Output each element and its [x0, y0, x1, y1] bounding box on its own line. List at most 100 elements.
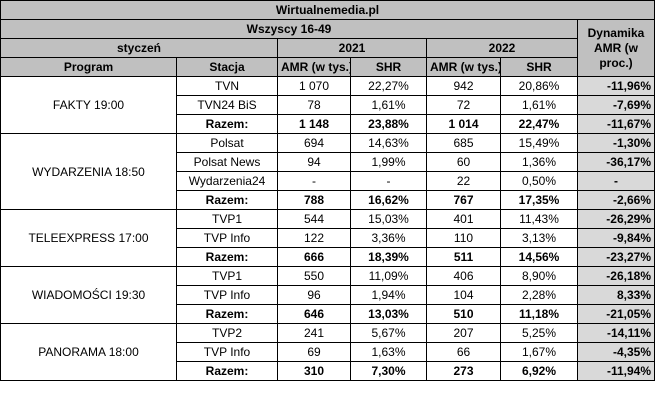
amr-2021-cell: 646 [277, 304, 351, 324]
station-cell: TVP1 [176, 266, 278, 286]
amr-2022-cell: 273 [426, 361, 501, 381]
dynamics-cell: 8,33% [577, 285, 655, 305]
amr-2021-cell: 1 148 [277, 114, 351, 134]
shr-2022-cell: 15,49% [500, 133, 578, 153]
shr-2021-cell: 13,03% [350, 304, 427, 324]
shr-2021-cell: 1,94% [350, 285, 427, 305]
dynamics-cell: -26,18% [577, 266, 655, 286]
table-row: TELEEXPRESS 17:00 TVP1 544 15,03% 401 11,43% -… [0, 209, 655, 267]
table-subtitle: Wszyscy 16-49 [0, 19, 578, 39]
amr-2021-column-header: AMR (w tys.) [277, 57, 351, 77]
station-cell: Razem: [176, 114, 278, 134]
dynamics-cell: -36,17% [577, 152, 655, 172]
shr-2021-column-header: SHR [350, 57, 427, 77]
amr-2021-cell: 96 [277, 285, 351, 305]
amr-2022-cell: 942 [426, 76, 501, 96]
shr-2022-cell: 6,92% [500, 361, 578, 381]
shr-2022-cell: 3,13% [500, 228, 578, 248]
shr-2021-cell: 11,09% [350, 266, 427, 286]
station-cell: TVP Info [176, 342, 278, 362]
dynamics-cell: -1,30% [577, 133, 655, 153]
amr-2021-cell: 78 [277, 95, 351, 115]
shr-2021-cell: 23,88% [350, 114, 427, 134]
table-row: TVP Info 96 1,94% 104 2,28% 8,33% [1, 285, 655, 305]
shr-2022-cell: 1,61% [500, 95, 578, 115]
shr-2022-cell: 2,28% [500, 285, 578, 305]
dynamics-cell: -11,67% [577, 114, 655, 134]
station-cell: TVP Info [176, 285, 278, 305]
amr-2021-cell: 544 [277, 209, 351, 229]
station-cell: TVN [176, 76, 278, 96]
amr-2021-cell: 788 [277, 190, 351, 210]
shr-2021-cell: 1,99% [350, 152, 427, 172]
shr-2021-cell: 16,62% [350, 190, 427, 210]
dynamics-cell: -23,27% [577, 247, 655, 267]
table-body: FAKTY 19:00 TVN 1 070 22,27% 942 20,86% -11,96… [0, 76, 655, 381]
amr-2021-cell: 94 [277, 152, 351, 172]
amr-2021-cell: 69 [277, 342, 351, 362]
shr-2022-column-header: SHR [500, 57, 578, 77]
station-cell: TVP1 [176, 209, 278, 229]
station-cell: Razem: [176, 247, 278, 267]
amr-2022-cell: 1 014 [426, 114, 501, 134]
dynamics-cell: -2,66% [577, 190, 655, 210]
station-cell: Polsat News [176, 152, 278, 172]
shr-2022-cell: 20,86% [500, 76, 578, 96]
amr-2021-cell: 122 [277, 228, 351, 248]
amr-2022-cell: 104 [426, 285, 501, 305]
dynamics-cell: -11,94% [577, 361, 655, 381]
shr-2022-cell: 11,43% [500, 209, 578, 229]
amr-2022-cell: 510 [426, 304, 501, 324]
dynamics-cell: -21,05% [577, 304, 655, 324]
shr-2021-cell: 5,67% [350, 323, 427, 343]
shr-2021-cell: 7,30% [350, 361, 427, 381]
table-row: Wydarzenia24- -22 0,50% - [1, 171, 655, 191]
ratings-table: Wirtualnemedia.pl Wszyscy 16-49 Dynamika… [0, 0, 655, 381]
amr-2021-cell: 694 [277, 133, 351, 153]
table-title: Wirtualnemedia.pl [0, 0, 655, 20]
station-cell: TVP2 [176, 323, 278, 343]
table-row: PANORAMA 18:00 TVP2 241 5,67% 207 5,25% -14,11… [0, 323, 655, 381]
dynamics-cell: - [577, 171, 655, 191]
station-column-header: Stacja [176, 57, 278, 77]
dynamics-header: Dynamika AMR (w proc.) [577, 19, 655, 77]
total-row: Razem: 310 7,30% 273 6,92% -11,94% [1, 361, 655, 381]
amr-2021-cell: 1 070 [277, 76, 351, 96]
amr-2022-cell: 110 [426, 228, 501, 248]
amr-2021-cell: 241 [277, 323, 351, 343]
shr-2022-cell: 22,47% [500, 114, 578, 134]
station-cell: Polsat [176, 133, 278, 153]
shr-2021-cell: 15,03% [350, 209, 427, 229]
amr-2022-column-header: AMR (w tys.) [426, 57, 501, 77]
table-row: WIADOMOŚCI 19:30 TVP1 550 11,09% 406 8,90% -26… [0, 266, 655, 324]
dynamics-cell: -9,84% [577, 228, 655, 248]
amr-2022-cell: 66 [426, 342, 501, 362]
station-cell: Razem: [176, 190, 278, 210]
amr-2021-cell: 550 [277, 266, 351, 286]
station-cell: Razem: [176, 361, 278, 381]
shr-2021-cell: 3,36% [350, 228, 427, 248]
dynamics-cell: -14,11% [577, 323, 655, 343]
amr-2022-cell: 685 [426, 133, 501, 153]
station-cell: TVP Info [176, 228, 278, 248]
program-name: TELEEXPRESS 17:00 [0, 209, 177, 267]
amr-2021-cell: 310 [277, 361, 351, 381]
shr-2021-cell: 1,61% [350, 95, 427, 115]
shr-2021-cell: 22,27% [350, 76, 427, 96]
year-a-header: 2021 [277, 38, 427, 58]
station-cell: TVN24 BiS [176, 95, 278, 115]
program-column-header: Program [0, 57, 177, 77]
station-cell: Razem: [176, 304, 278, 324]
shr-2022-cell: 5,25% [500, 323, 578, 343]
dynamics-cell: -26,29% [577, 209, 655, 229]
year-b-header: 2022 [426, 38, 578, 58]
amr-2022-cell: 406 [426, 266, 501, 286]
dynamics-cell: -11,96% [577, 76, 655, 96]
shr-2022-cell: 14,56% [500, 247, 578, 267]
amr-2022-cell: 22 [426, 171, 501, 191]
total-row: Razem: 788 16,62% 767 17,35% -2,66% [1, 190, 655, 210]
table-row: TVN24 BiS 78 1,61% 72 1,61% -7,69% [1, 95, 655, 115]
amr-2022-cell: 72 [426, 95, 501, 115]
amr-2021-cell: 666 [277, 247, 351, 267]
dynamics-cell: -7,69% [577, 95, 655, 115]
